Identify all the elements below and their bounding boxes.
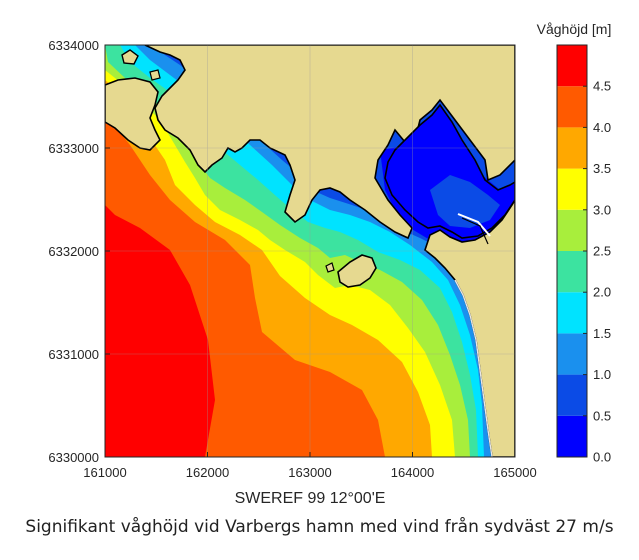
colorbar-tick-label: 1.0: [593, 367, 611, 382]
x-tick-label: 165000: [493, 465, 536, 480]
y-tick-label: 6332000: [48, 244, 99, 259]
colorbar-band: [557, 333, 587, 375]
wave-height-map: 161000 162000 163000 164000 165000 SWERE…: [48, 21, 612, 507]
islet-top-2: [149, 69, 161, 81]
colorbar-tick-label: 1.5: [593, 326, 611, 341]
colorbar-bands: [557, 45, 587, 457]
colorbar-tick-label: 2.0: [593, 285, 611, 300]
x-axis-title: SWEREF 99 12°00'E: [235, 490, 386, 507]
colorbar-band: [557, 209, 587, 251]
colorbar-band: [557, 127, 587, 169]
y-tick-label: 6331000: [48, 347, 99, 362]
colorbar-tick-label: 4.5: [593, 79, 611, 94]
figure-caption: Signifikant våghöjd vid Varbergs hamn me…: [25, 517, 614, 537]
coastline-surf: [454, 279, 493, 457]
colorbar-band: [557, 168, 587, 210]
y-tick-label: 6330000: [48, 450, 99, 465]
colorbar-band: [557, 251, 587, 293]
harbour-lighter-zone: [430, 175, 500, 228]
map-grid: [105, 45, 515, 457]
colorbar: Våghöjd [m] 0.0 0.5 1.0 1.5 2.0 2.5 3.0 3.5 4.0 4…: [537, 21, 612, 465]
x-tick-label: 164000: [391, 465, 434, 480]
y-axis: 6334000 6333000 6332000 6331000 6330000: [48, 38, 110, 465]
bay-islet: [325, 262, 335, 273]
islet-top: [121, 49, 139, 65]
x-tick-label: 161000: [83, 465, 126, 480]
colorbar-band: [557, 86, 587, 128]
colorbar-tick-label: 4.0: [593, 120, 611, 135]
y-tick-label: 6334000: [48, 38, 99, 53]
colorbar-title: Våghöjd [m]: [537, 21, 612, 37]
harbour-pier-1: [457, 213, 491, 237]
colorbar-band: [557, 292, 587, 334]
x-tick-label: 162000: [186, 465, 229, 480]
bay-island: [337, 254, 377, 288]
colorbar-band: [557, 374, 587, 416]
colorbar-tick-label: 3.5: [593, 161, 611, 176]
harbour-pier-2: [461, 217, 489, 245]
colorbar-tick-label: 0.0: [593, 450, 611, 465]
colorbar-tick-label: 2.5: [593, 244, 611, 259]
colorbar-tick-label: 0.5: [593, 408, 611, 423]
colorbar-band: [557, 415, 587, 457]
y-tick-label: 6333000: [48, 141, 99, 156]
x-tick-label: 163000: [288, 465, 331, 480]
northern-headland: [105, 77, 161, 151]
colorbar-band: [557, 45, 587, 87]
colorbar-tick-label: 3.0: [593, 202, 611, 217]
x-axis: 161000 162000 163000 164000 165000 SWERE…: [83, 452, 537, 507]
colorbar-ticks: 0.0 0.5 1.0 1.5 2.0 2.5 3.0 3.5 4.0 4.5: [583, 79, 611, 465]
